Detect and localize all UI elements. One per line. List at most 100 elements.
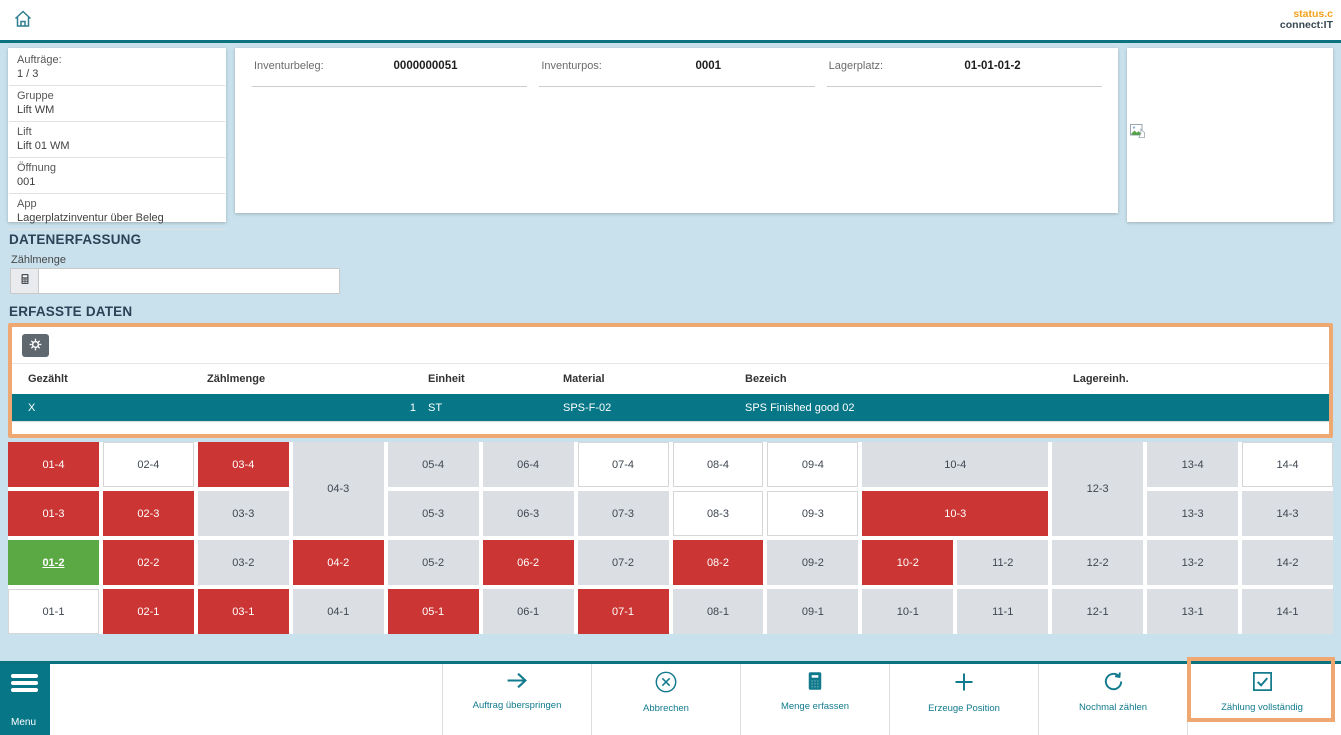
location-cell-06-2[interactable]: 06-2 (482, 540, 574, 585)
table-cell: X (28, 401, 36, 414)
location-cell-11-1[interactable]: 11-1 (957, 589, 1049, 634)
location-cell-05-3[interactable]: 05-3 (387, 491, 479, 536)
location-cell-14-2[interactable]: 14-2 (1242, 540, 1333, 585)
location-cell-08-3[interactable]: 08-3 (672, 491, 764, 536)
location-cell-01-4[interactable]: 01-4 (8, 442, 99, 487)
document-field-label: Inventurbeleg: (254, 60, 324, 72)
toolbar-button-auftrag-berspringen[interactable]: Auftrag überspringen (442, 664, 591, 735)
location-cell-02-3[interactable]: 02-3 (102, 491, 194, 536)
table-settings-button[interactable] (22, 334, 49, 357)
brand-logo-line2: connect:IT (1279, 19, 1333, 31)
location-cell-08-4[interactable]: 08-4 (672, 442, 764, 487)
gear-icon (29, 338, 42, 354)
location-cell-01-1[interactable]: 01-1 (8, 589, 99, 634)
home-icon (13, 9, 33, 32)
location-cell-05-2[interactable]: 05-2 (387, 540, 479, 585)
location-cell-05-1[interactable]: 05-1 (387, 589, 479, 634)
location-cell-02-4[interactable]: 02-4 (102, 442, 194, 487)
location-cell-13-3[interactable]: 13-3 (1147, 491, 1239, 536)
location-cell-03-3[interactable]: 03-3 (197, 491, 289, 536)
order-field-value: Lift WM (17, 104, 55, 116)
location-cell-03-1[interactable]: 03-1 (197, 589, 289, 634)
brand-logo: status.c connect:IT (1279, 8, 1333, 32)
calculator-icon (805, 670, 825, 695)
menu-button[interactable]: Menu (0, 664, 50, 735)
location-cell-13-4[interactable]: 13-4 (1147, 442, 1239, 487)
toolbar-button-nochmal-z-hlen[interactable]: Nochmal zählen (1038, 664, 1187, 735)
document-field-label: Lagerplatz: (828, 60, 884, 72)
table-row[interactable]: X 1 ST SPS-F-02 SPS Finished good 02 (12, 394, 1329, 422)
document-field-value: 0001 (695, 60, 722, 72)
order-field-0: Aufträge: 1 / 3 (9, 50, 225, 86)
location-cell-09-1[interactable]: 09-1 (767, 589, 859, 634)
location-cell-05-4[interactable]: 05-4 (387, 442, 479, 487)
location-cell-10-4[interactable]: 10-4 (862, 442, 1049, 487)
toolbar-button-abbrechen[interactable]: Abbrechen (591, 664, 740, 735)
order-field-label: Öffnung (17, 162, 56, 174)
quantity-input[interactable] (38, 268, 340, 294)
toolbar-button-menge-erfassen[interactable]: Menge erfassen (740, 664, 889, 735)
location-cell-07-4[interactable]: 07-4 (577, 442, 669, 487)
order-field-label: Aufträge: (17, 54, 62, 66)
location-cell-03-4[interactable]: 03-4 (197, 442, 289, 487)
location-cell-10-2[interactable]: 10-2 (862, 540, 954, 585)
toolbar-button-z-hlung-vollst-ndig[interactable]: Zählung vollständig (1187, 657, 1336, 735)
document-field-label: Inventurpos: (541, 60, 602, 72)
location-cell-10-1[interactable]: 10-1 (862, 589, 954, 634)
location-cell-04-2[interactable]: 04-2 (292, 540, 384, 585)
document-field-value: 0000000051 (393, 60, 458, 72)
order-field-value: Lift 01 WM (17, 140, 70, 152)
order-field-3: Öffnung 001 (9, 158, 225, 194)
location-cell-09-2[interactable]: 09-2 (767, 540, 859, 585)
table-toolbar (12, 327, 1329, 364)
location-cell-07-3[interactable]: 07-3 (577, 491, 669, 536)
item-image-panel (1127, 48, 1333, 222)
column-header-0: Gezählt (28, 373, 68, 385)
location-cell-12-2[interactable]: 12-2 (1052, 540, 1144, 585)
location-cell-08-2[interactable]: 08-2 (672, 540, 764, 585)
refresh-icon (1102, 670, 1125, 696)
quantity-label: Zählmenge (11, 254, 67, 266)
location-cell-06-4[interactable]: 06-4 (482, 442, 574, 487)
order-field-label: Gruppe (17, 90, 54, 102)
table-cell: SPS-F-02 (563, 401, 612, 414)
location-cell-08-1[interactable]: 08-1 (672, 589, 764, 634)
location-cell-02-1[interactable]: 02-1 (102, 589, 194, 634)
main-content: Aufträge: 1 / 3 Gruppe Lift WM Lift Lift 01 W… (0, 43, 1341, 634)
location-cell-01-2[interactable]: 01-2 (8, 540, 99, 585)
location-cell-04-3[interactable]: 04-3 (292, 442, 384, 536)
location-cell-10-3[interactable]: 10-3 (862, 491, 1049, 536)
location-cell-09-3[interactable]: 09-3 (767, 491, 859, 536)
captured-data-title: ERFASSTE DATEN (9, 304, 133, 319)
location-cell-14-1[interactable]: 14-1 (1242, 589, 1333, 634)
toolbar-button-label: Auftrag überspringen (472, 700, 562, 711)
location-cell-12-3[interactable]: 12-3 (1052, 442, 1144, 536)
location-cell-02-2[interactable]: 02-2 (102, 540, 194, 585)
toolbar-button-label: Nochmal zählen (1078, 702, 1148, 713)
storage-location-grid: 01-4 02-4 03-4 04-3 05-4 06-4 07-4 08-4 09-4 10-4… (8, 442, 1333, 634)
location-cell-04-1[interactable]: 04-1 (292, 589, 384, 634)
location-cell-01-3[interactable]: 01-3 (8, 491, 99, 536)
location-cell-14-4[interactable]: 14-4 (1242, 442, 1333, 487)
toolbar-button-erzeuge-position[interactable]: Erzeuge Position (889, 664, 1038, 735)
location-cell-06-3[interactable]: 06-3 (482, 491, 574, 536)
location-cell-12-1[interactable]: 12-1 (1052, 589, 1144, 634)
location-cell-03-2[interactable]: 03-2 (197, 540, 289, 585)
location-cell-09-4[interactable]: 09-4 (767, 442, 859, 487)
location-cell-13-2[interactable]: 13-2 (1147, 540, 1239, 585)
location-cell-13-1[interactable]: 13-1 (1147, 589, 1239, 634)
toolbar-button-label: Erzeuge Position (928, 703, 1000, 714)
location-cell-07-2[interactable]: 07-2 (577, 540, 669, 585)
location-cell-11-2[interactable]: 11-2 (957, 540, 1049, 585)
broken-image-icon (1130, 124, 1145, 143)
location-cell-07-1[interactable]: 07-1 (577, 589, 669, 634)
location-cell-06-1[interactable]: 06-1 (482, 589, 574, 634)
data-entry-title: DATENERFASSUNG (9, 232, 142, 247)
bottom-toolbar: Menu Auftrag überspringen Abbrechen Menge … (0, 657, 1341, 735)
home-button[interactable] (10, 7, 36, 33)
order-field-label: App (17, 198, 37, 210)
table-cell: SPS Finished good 02 (745, 401, 855, 414)
checkbox-checked-icon (1251, 670, 1274, 696)
location-cell-14-3[interactable]: 14-3 (1242, 491, 1333, 536)
